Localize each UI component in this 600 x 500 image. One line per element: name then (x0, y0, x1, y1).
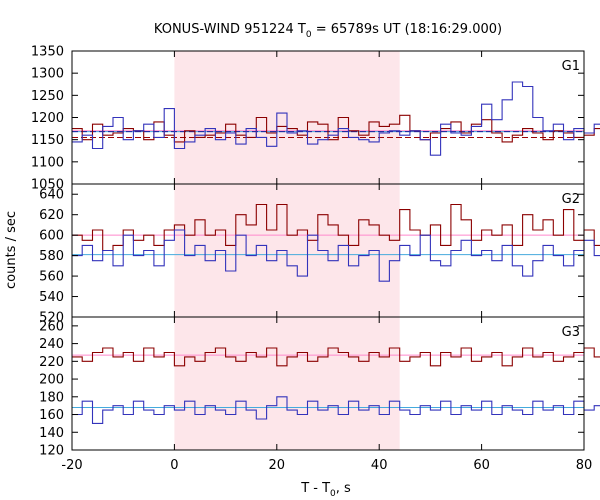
series-line (72, 81, 600, 156)
panel-label: G1 (562, 59, 580, 74)
y-tick-label: 200 (39, 373, 64, 388)
panel-frame (71, 316, 585, 451)
x-tick-label: -20 (61, 458, 82, 473)
y-tick-label: 640 (39, 188, 64, 203)
y-tick-label: 1050 (31, 178, 64, 193)
y-tick-label: 540 (39, 290, 64, 305)
x-tick-label: 80 (576, 458, 593, 473)
panel-label: G2 (562, 192, 580, 207)
x-tick-label: 0 (170, 458, 178, 473)
x-axis-label: T - T0, s (300, 481, 351, 499)
tick-layer: 1050110011501200125013001350G15205405605… (31, 45, 592, 474)
y-tick-label: 1300 (31, 67, 64, 82)
shaded-interval (174, 317, 400, 450)
y-tick-label: 1250 (31, 89, 64, 104)
y-tick-label: 160 (39, 408, 64, 423)
y-axis-label: counts / sec (4, 211, 19, 289)
y-tick-label: 620 (39, 208, 64, 223)
chart-title: KONUS-WIND 951224 T0 = 65789s UT (18:16:… (154, 22, 502, 40)
y-tick-label: 520 (39, 311, 64, 326)
panel-label: G3 (562, 325, 580, 340)
y-tick-label: 180 (39, 390, 64, 405)
y-tick-label: 140 (39, 426, 64, 441)
y-tick-label: 560 (39, 270, 64, 285)
y-tick-label: 220 (39, 355, 64, 370)
y-tick-label: 120 (39, 444, 64, 459)
y-tick-label: 240 (39, 337, 64, 352)
x-tick-label: 60 (473, 458, 490, 473)
x-tick-label: 20 (269, 458, 286, 473)
y-tick-label: 1150 (31, 133, 64, 148)
x-tick-label: 40 (371, 458, 388, 473)
y-tick-label: 600 (39, 229, 64, 244)
y-tick-label: 1350 (31, 45, 64, 60)
y-tick-label: 1200 (31, 111, 64, 126)
y-tick-label: 580 (39, 249, 64, 264)
y-tick-label: 1100 (31, 155, 64, 170)
y-tick-label: 260 (39, 319, 64, 334)
